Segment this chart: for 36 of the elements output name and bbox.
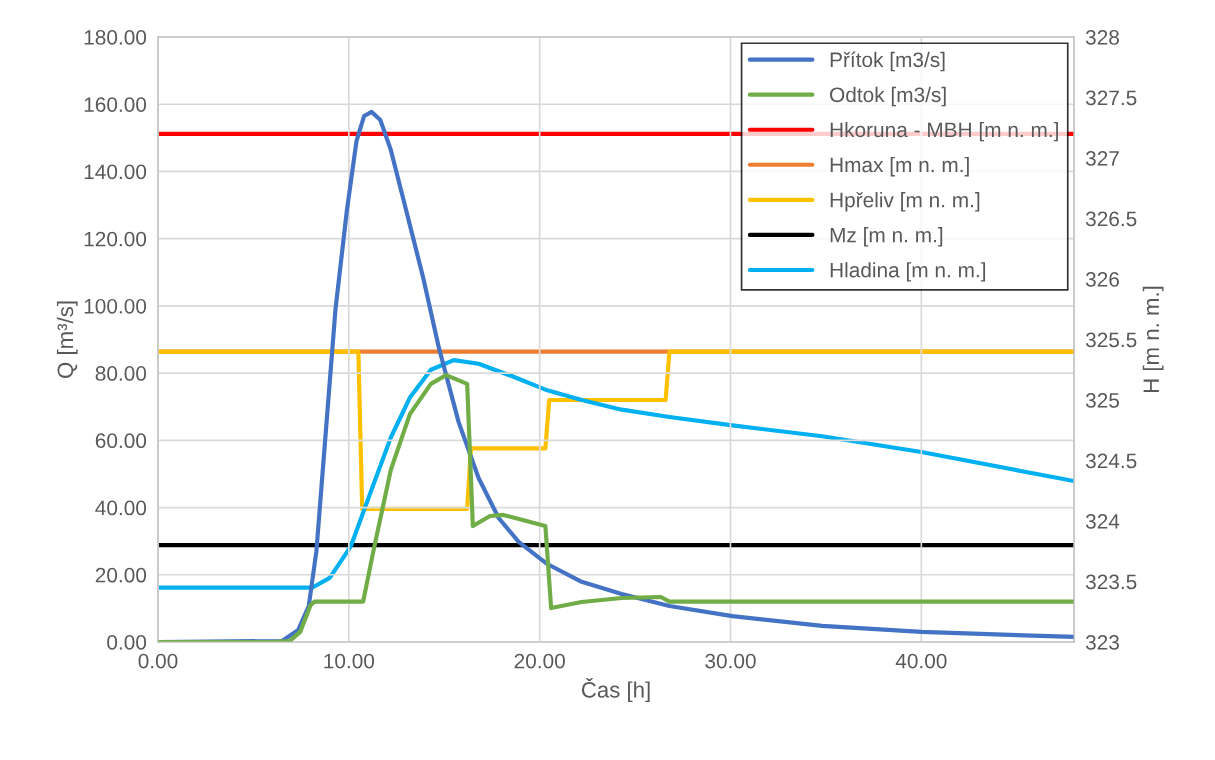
y2-tick-label: 328: [1085, 30, 1119, 45]
y-tick-label: 60.00: [95, 433, 147, 449]
y-tick-label: 0.00: [107, 635, 147, 650]
y-tick-label: 140.00: [84, 164, 147, 180]
y-axis-title: Q [m³/s]: [56, 301, 78, 378]
legend-label: Odtok [m3/s]: [830, 86, 946, 107]
legend-label: Hmax [m n. m.]: [830, 156, 969, 177]
y2-tick-label: 323: [1085, 635, 1119, 650]
y-tick-label: 80.00: [95, 366, 147, 381]
legend-label: Hkoruna - MBH [m n. m.]: [830, 121, 1058, 142]
y2-tick-label: 324: [1085, 514, 1120, 529]
legend-label: Přítok [m3/s]: [830, 51, 945, 72]
y-tick-label: 160.00: [84, 97, 147, 112]
legend-label: Mz [m n. m.]: [830, 227, 943, 247]
y-tick-label: 20.00: [95, 567, 147, 583]
y-tick-label: 40.00: [95, 500, 147, 516]
y-tick-label: 120.00: [84, 231, 147, 247]
y-tick-label: 180.00: [84, 30, 147, 45]
x-tick-label: 30.00: [705, 653, 756, 669]
y2-tick-label: 324.5: [1085, 453, 1137, 469]
legend-label: Hpřeliv [m n. m.]: [830, 192, 980, 212]
y2-tick-label: 327.5: [1085, 90, 1137, 106]
y2-tick-label: 325.5: [1085, 332, 1137, 348]
y2-tick-label: 323.5: [1085, 574, 1137, 590]
x-tick-label: 40.00: [895, 653, 947, 669]
x-tick-label: 20.00: [514, 653, 565, 669]
x-tick-label: 0.00: [138, 653, 178, 669]
y-tick-label: 100.00: [84, 298, 147, 314]
x-tick-label: 10.00: [324, 653, 375, 669]
y2-axis-title: H [m n. m.]: [1142, 286, 1164, 392]
legend-label: Hladina [m n. m.]: [830, 262, 986, 282]
y2-tick-label: 326.5: [1085, 211, 1137, 227]
x-axis-title: Čas [h]: [581, 678, 650, 703]
y2-tick-label: 327: [1085, 151, 1119, 166]
y2-tick-label: 326: [1085, 272, 1119, 287]
y2-tick-label: 325: [1085, 393, 1119, 408]
